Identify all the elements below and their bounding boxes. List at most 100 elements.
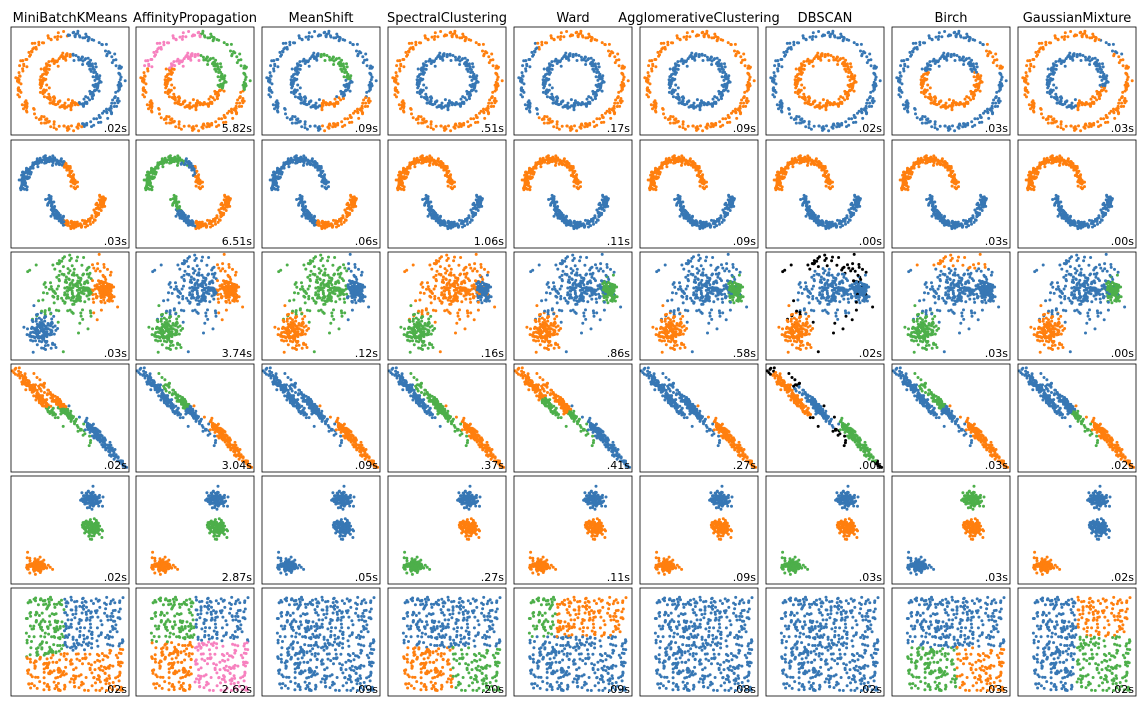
data-point <box>88 67 92 71</box>
data-point <box>37 43 41 47</box>
data-point <box>272 177 276 181</box>
data-point <box>150 166 153 170</box>
data-point <box>1126 84 1130 88</box>
data-point <box>1083 29 1087 33</box>
data-point <box>672 66 676 70</box>
data-point <box>719 38 723 42</box>
data-point <box>146 67 150 71</box>
data-point <box>272 187 276 190</box>
data-point <box>43 66 47 70</box>
data-point <box>238 52 242 56</box>
data-point <box>453 29 457 33</box>
data-point <box>667 78 671 82</box>
data-point <box>323 129 327 133</box>
data-point <box>826 53 830 57</box>
data-point <box>613 101 617 105</box>
data-point <box>545 41 549 45</box>
data-point <box>166 92 170 96</box>
data-point <box>188 106 192 110</box>
data-point <box>105 110 109 114</box>
cluster-points <box>517 29 630 133</box>
data-point <box>396 90 400 94</box>
data-point <box>662 41 666 45</box>
data-point <box>794 75 798 79</box>
data-point <box>971 63 975 67</box>
data-point <box>449 129 453 133</box>
data-point <box>143 64 147 68</box>
data-point <box>89 120 93 124</box>
data-point <box>433 35 437 38</box>
data-point <box>919 90 923 94</box>
data-point <box>56 35 60 38</box>
data-point <box>848 78 852 82</box>
data-point <box>712 123 716 127</box>
data-point <box>930 37 934 41</box>
data-point <box>296 83 300 87</box>
data-point <box>80 125 84 129</box>
data-point <box>923 115 927 119</box>
data-point <box>272 170 275 174</box>
data-point <box>868 101 872 105</box>
data-point <box>710 103 714 107</box>
data-point <box>52 120 56 124</box>
data-point <box>804 125 808 129</box>
data-point <box>185 105 189 109</box>
data-point <box>972 97 975 101</box>
data-point <box>716 35 720 39</box>
data-point <box>312 160 316 164</box>
data-point <box>523 103 527 107</box>
data-point <box>587 32 591 36</box>
data-point <box>219 65 223 69</box>
data-point <box>348 206 351 210</box>
column-title: SpectralClustering <box>387 11 507 26</box>
data-point <box>555 122 559 126</box>
panel-frame <box>1017 26 1137 136</box>
data-point <box>828 34 832 38</box>
data-point <box>685 102 689 106</box>
data-point <box>972 67 976 71</box>
data-point <box>835 125 839 129</box>
data-point <box>905 109 909 113</box>
data-point <box>464 35 468 39</box>
data-point <box>430 96 434 100</box>
data-point <box>491 58 495 62</box>
data-point <box>344 88 348 92</box>
data-point <box>95 86 99 90</box>
data-point <box>237 105 241 108</box>
data-point <box>209 32 213 36</box>
data-point <box>365 58 369 62</box>
data-point <box>571 33 575 37</box>
data-point <box>1036 53 1039 57</box>
data-point <box>239 90 243 94</box>
scatter-panel: 6.51s <box>135 139 255 249</box>
data-point <box>319 55 323 59</box>
data-point <box>997 83 1001 87</box>
data-point <box>370 75 374 79</box>
data-point <box>869 90 873 94</box>
data-point <box>874 65 878 69</box>
data-point <box>321 124 324 128</box>
data-point <box>147 62 151 66</box>
data-point <box>361 55 365 59</box>
data-point <box>46 34 50 38</box>
data-point <box>1126 75 1130 79</box>
data-point <box>995 58 999 62</box>
data-point <box>802 60 806 64</box>
data-point <box>189 54 193 58</box>
data-point <box>1088 36 1092 40</box>
data-point <box>49 125 53 129</box>
data-point <box>924 66 928 70</box>
data-point <box>925 88 929 92</box>
data-point <box>360 104 364 108</box>
data-point <box>684 37 688 41</box>
data-point <box>869 58 873 62</box>
data-point <box>46 63 50 67</box>
data-point <box>298 60 302 64</box>
data-point <box>116 97 120 100</box>
data-point <box>1121 58 1125 62</box>
data-point <box>705 29 709 33</box>
data-point <box>1069 30 1073 33</box>
data-point <box>21 170 24 174</box>
data-point <box>168 121 172 125</box>
data-point <box>192 127 196 131</box>
